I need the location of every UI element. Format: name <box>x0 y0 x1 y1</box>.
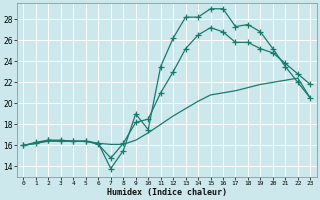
X-axis label: Humidex (Indice chaleur): Humidex (Indice chaleur) <box>107 188 227 197</box>
